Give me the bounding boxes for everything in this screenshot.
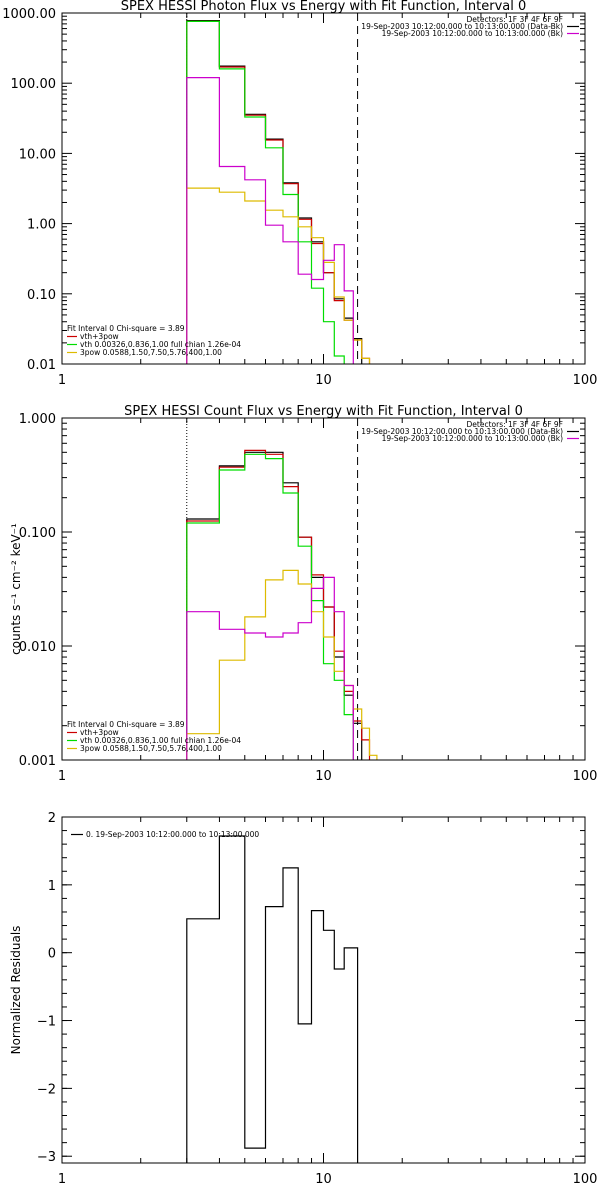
series-line-4 bbox=[186, 187, 371, 364]
y-tick-label: −2 bbox=[37, 1082, 56, 1097]
y-tick-label: 1 bbox=[48, 879, 56, 894]
y-tick-label: 0.001 bbox=[19, 754, 56, 769]
x-tick-label: 10 bbox=[315, 1172, 332, 1187]
series-line-3 bbox=[186, 453, 354, 760]
y-tick-label: 0.01 bbox=[27, 358, 56, 373]
chart-panel-2: SPEX HESSI Count Flux vs Energy with Fit… bbox=[9, 404, 597, 784]
legend-top-text: 19-Sep-2003 10:12:00.000 to 10:13:00.000… bbox=[382, 29, 563, 38]
legend-text: 0. 19-Sep-2003 10:12:00.000 to 10:13:00.… bbox=[86, 830, 259, 839]
x-tick-label: 100 bbox=[573, 769, 598, 784]
x-tick-label: 1 bbox=[58, 373, 66, 388]
chart-panel-1: SPEX HESSI Photon Flux vs Energy with Fi… bbox=[2, 0, 598, 388]
legend-bottom-text: vth 0.00326,0.836,1.00 full chian 1.26e-… bbox=[80, 736, 241, 745]
y-tick-label: −3 bbox=[37, 1150, 56, 1165]
x-tick-label: 100 bbox=[573, 373, 598, 388]
x-tick-label: 10 bbox=[315, 769, 332, 784]
y-tick-label: 0.010 bbox=[19, 640, 56, 655]
chart-title: SPEX HESSI Photon Flux vs Energy with Fi… bbox=[121, 0, 527, 14]
legend-top-text: 19-Sep-2003 10:12:00.000 to 10:13:00.000… bbox=[361, 427, 563, 436]
y-tick-label: 1000.00 bbox=[2, 7, 56, 22]
x-tick-label: 1 bbox=[58, 1172, 66, 1187]
y-axis-label: counts s⁻¹ cm⁻² keV⁻¹ bbox=[9, 523, 23, 655]
x-tick-label: 10 bbox=[315, 373, 332, 388]
legend-bottom-text: 3pow 0.0588,1.50,7.50,5.76,400,1.00 bbox=[80, 348, 222, 357]
series-line-1 bbox=[186, 835, 359, 1163]
legend-bottom-text: vth+3pow bbox=[80, 728, 119, 737]
legend-top-text: 19-Sep-2003 10:12:00.000 to 10:13:00.000… bbox=[382, 434, 563, 443]
y-tick-label: 100.00 bbox=[11, 77, 57, 92]
x-tick-label: 100 bbox=[573, 1172, 598, 1187]
plot-frame bbox=[61, 12, 586, 365]
legend-top-text: 19-Sep-2003 10:12:00.000 to 10:13:00.000… bbox=[361, 22, 563, 31]
series-line-1 bbox=[186, 451, 363, 760]
series-line-3 bbox=[186, 20, 345, 364]
y-tick-label: 10.00 bbox=[19, 147, 56, 162]
plot-frame bbox=[61, 816, 586, 1164]
plot-frame bbox=[61, 417, 586, 761]
legend-top-text: Detectors: 1F 3F 4F 6F 9F bbox=[467, 15, 563, 24]
chart-title: SPEX HESSI Count Flux vs Energy with Fit… bbox=[124, 404, 523, 419]
y-tick-label: 0 bbox=[48, 947, 56, 962]
y-tick-label: 2 bbox=[48, 811, 56, 826]
series-line-2 bbox=[186, 20, 371, 364]
y-tick-label: 1.00 bbox=[27, 218, 56, 233]
legend-bottom-text: 3pow 0.0588,1.50,7.50,5.76,400,1.00 bbox=[80, 744, 222, 753]
x-tick-label: 1 bbox=[58, 769, 66, 784]
legend-top-text: Detectors: 1F 3F 4F 6F 9F bbox=[467, 420, 563, 429]
legend-bottom-text: vth+3pow bbox=[80, 332, 119, 341]
y-tick-label: 1.000 bbox=[19, 412, 56, 427]
legend-bottom-text: Fit Interval 0 Chi-square = 3.89 bbox=[67, 720, 185, 729]
y-axis-label: Normalized Residuals bbox=[9, 926, 23, 1055]
y-tick-label: 0.10 bbox=[27, 288, 56, 303]
y-tick-label: 0.100 bbox=[19, 526, 56, 541]
series-line-5 bbox=[186, 576, 354, 760]
series-line-1 bbox=[186, 20, 363, 364]
y-tick-label: −1 bbox=[37, 1015, 56, 1030]
legend-bottom-text: vth 0.00326,0.836,1.00 full chian 1.26e-… bbox=[80, 340, 241, 349]
series-line-4 bbox=[186, 569, 378, 760]
legend-bottom-text: Fit Interval 0 Chi-square = 3.89 bbox=[67, 324, 185, 333]
series-line-2 bbox=[186, 449, 371, 760]
series-line-5 bbox=[186, 77, 354, 364]
